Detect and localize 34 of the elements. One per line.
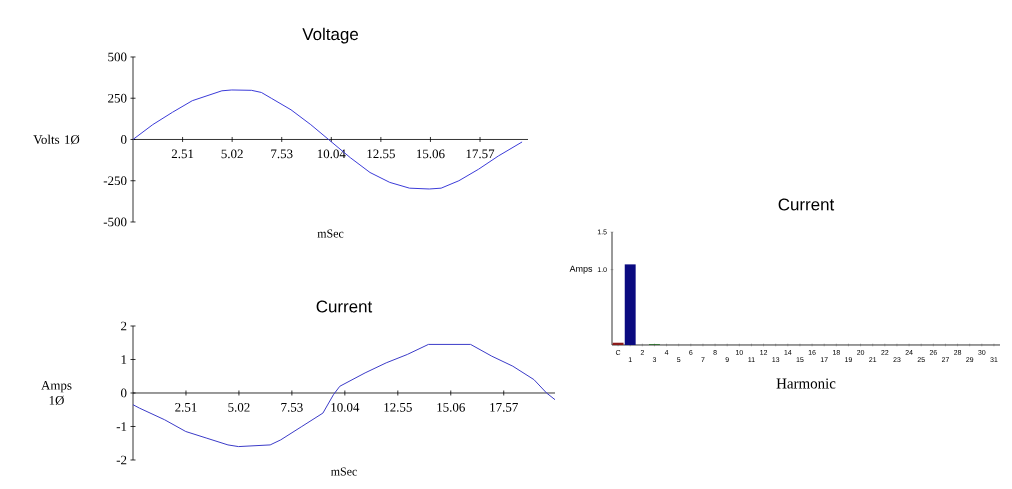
y-tick-label: -250 bbox=[103, 176, 127, 186]
x-tick-label: 2.51 bbox=[175, 403, 197, 412]
x-axis-title: mSec bbox=[317, 229, 344, 238]
x-tick-label: 12.55 bbox=[367, 149, 395, 159]
bar bbox=[624, 264, 636, 345]
x-tick-label: 5.02 bbox=[221, 149, 243, 159]
y-axis-title: Amps 1Ø bbox=[41, 381, 72, 405]
x-axis-title: Harmonic bbox=[776, 378, 836, 389]
chart-title: Current bbox=[778, 198, 835, 211]
x-axis-title: mSec bbox=[330, 467, 357, 476]
y-tick-label: -500 bbox=[103, 217, 127, 227]
chart-title: Voltage bbox=[302, 27, 359, 44]
x-tick-label: 15.06 bbox=[417, 149, 445, 159]
x-tick-label: 7.53 bbox=[281, 403, 303, 412]
x-tick-label: 12.55 bbox=[384, 403, 412, 412]
y-tick-label: 250 bbox=[108, 93, 127, 103]
line-series bbox=[133, 343, 556, 448]
y-tick-label: 500 bbox=[108, 52, 127, 62]
y-tick-label: -2 bbox=[116, 455, 127, 465]
y-tick-label: 0 bbox=[121, 388, 127, 398]
x-tick-label: 15.06 bbox=[437, 403, 465, 412]
x-tick-label: 17.57 bbox=[466, 149, 495, 159]
y-tick-label: -1 bbox=[116, 422, 127, 431]
y-axis-title: Volts 1Ø bbox=[33, 134, 80, 145]
y-tick-label: 0 bbox=[121, 135, 127, 144]
x-tick-label: 17.57 bbox=[490, 403, 518, 412]
x-tick-label: 5.02 bbox=[228, 403, 250, 412]
x-tick-label: 2.51 bbox=[171, 149, 194, 159]
y-tick-label: 2 bbox=[121, 321, 127, 331]
chart-title: Current bbox=[316, 300, 373, 313]
x-tick-label: 7.53 bbox=[271, 149, 293, 159]
x-tick-label: 10.04 bbox=[317, 149, 346, 159]
x-tick-label: 10.04 bbox=[331, 403, 360, 412]
y-axis-title: Amps bbox=[569, 265, 593, 274]
